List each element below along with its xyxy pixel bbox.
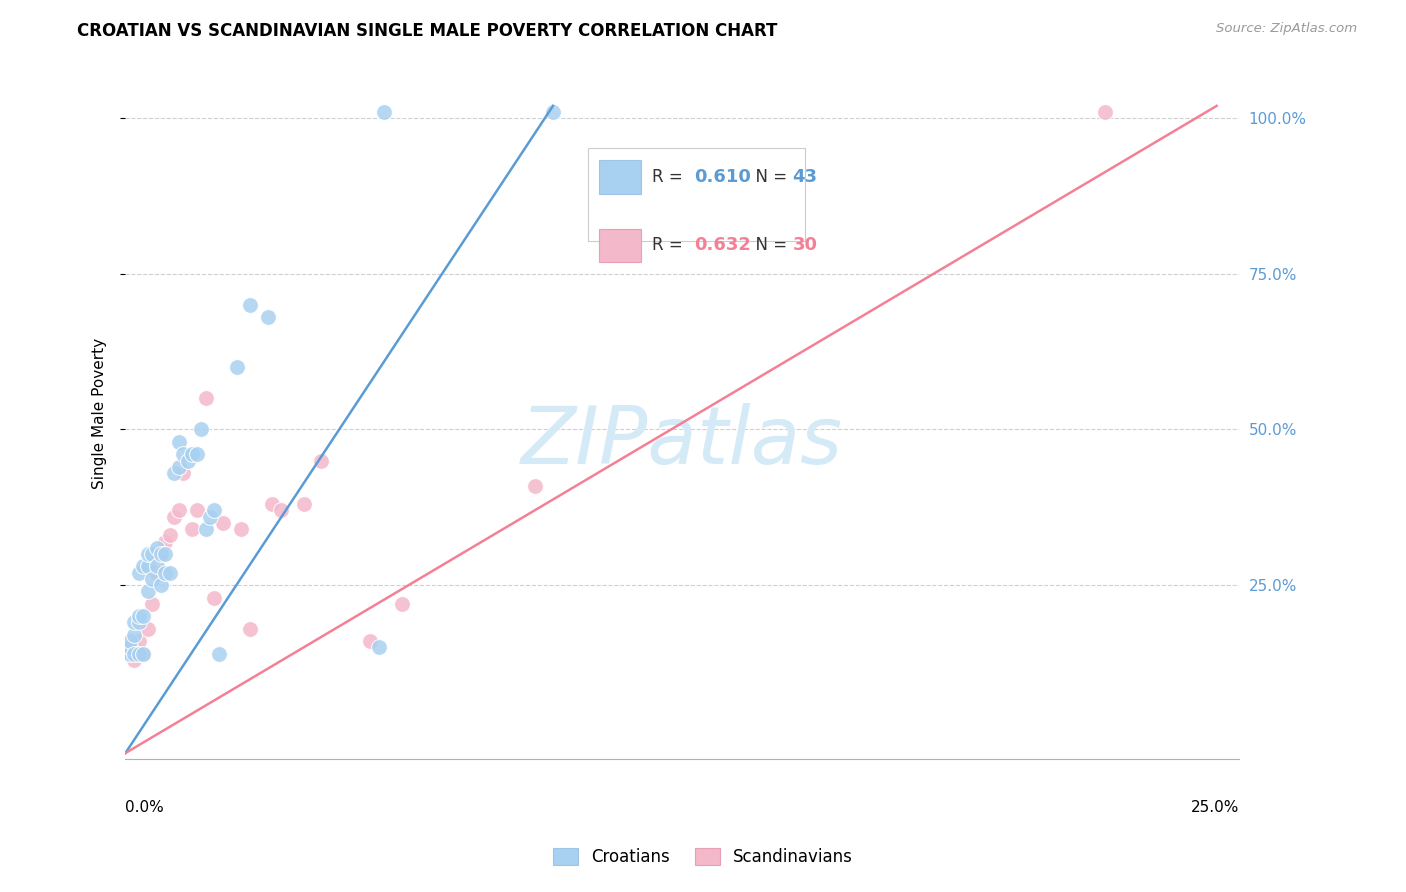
Point: [181, 522, 204, 536]
Text: 25.0%: 25.0%: [1191, 800, 1239, 814]
Point: [141, 572, 163, 586]
Point: [167, 434, 190, 449]
Point: [132, 647, 155, 661]
Point: [118, 640, 141, 655]
Point: [311, 453, 333, 467]
Point: [136, 622, 159, 636]
Point: [541, 105, 564, 120]
Point: [190, 422, 212, 436]
Text: R =: R =: [652, 168, 688, 186]
Point: [145, 541, 167, 555]
Point: [128, 609, 150, 624]
Point: [225, 360, 247, 375]
Point: [194, 392, 217, 406]
Text: 0.632: 0.632: [695, 236, 751, 254]
Point: [150, 547, 173, 561]
Point: [391, 597, 413, 611]
Point: [124, 628, 146, 642]
Point: [270, 503, 292, 517]
Text: 0.0%: 0.0%: [125, 800, 165, 814]
Point: [359, 634, 381, 648]
Text: 0.610: 0.610: [695, 168, 751, 186]
FancyBboxPatch shape: [599, 161, 641, 194]
Point: [262, 497, 284, 511]
Point: [118, 640, 141, 655]
Point: [368, 640, 391, 655]
Point: [194, 522, 217, 536]
Point: [155, 566, 177, 580]
Y-axis label: Single Male Poverty: Single Male Poverty: [93, 338, 107, 490]
Point: [167, 503, 190, 517]
Point: [150, 547, 173, 561]
Point: [136, 547, 159, 561]
Point: [118, 647, 141, 661]
Point: [145, 566, 167, 580]
Point: [198, 509, 221, 524]
Point: [145, 559, 167, 574]
Point: [159, 566, 181, 580]
Point: [118, 647, 141, 661]
Point: [204, 503, 226, 517]
Point: [141, 597, 163, 611]
Point: [141, 547, 163, 561]
Text: R =: R =: [652, 236, 688, 254]
Point: [172, 447, 194, 461]
Point: [132, 647, 155, 661]
Point: [118, 634, 141, 648]
Point: [212, 516, 235, 530]
Point: [177, 453, 200, 467]
Text: 43: 43: [793, 168, 817, 186]
Point: [373, 105, 395, 120]
Point: [132, 559, 155, 574]
Point: [186, 447, 208, 461]
Point: [128, 615, 150, 630]
Point: [136, 584, 159, 599]
Text: ZIPatlas: ZIPatlas: [522, 402, 844, 481]
Point: [186, 503, 208, 517]
Text: Source: ZipAtlas.com: Source: ZipAtlas.com: [1216, 22, 1357, 36]
Point: [524, 478, 547, 492]
FancyBboxPatch shape: [588, 148, 804, 241]
Point: [124, 653, 146, 667]
Point: [150, 578, 173, 592]
Point: [1094, 105, 1116, 120]
Point: [124, 647, 146, 661]
Text: N =: N =: [745, 236, 792, 254]
Point: [128, 566, 150, 580]
Point: [181, 447, 204, 461]
Point: [136, 559, 159, 574]
Point: [172, 466, 194, 480]
Point: [155, 534, 177, 549]
Point: [163, 466, 186, 480]
Point: [231, 522, 253, 536]
Point: [124, 615, 146, 630]
Point: [128, 647, 150, 661]
Text: CROATIAN VS SCANDINAVIAN SINGLE MALE POVERTY CORRELATION CHART: CROATIAN VS SCANDINAVIAN SINGLE MALE POV…: [77, 22, 778, 40]
Point: [124, 640, 146, 655]
Point: [159, 528, 181, 542]
Point: [204, 591, 226, 605]
Point: [155, 547, 177, 561]
Point: [128, 634, 150, 648]
Point: [163, 509, 186, 524]
Legend: Croatians, Scandinavians: Croatians, Scandinavians: [544, 840, 862, 875]
Point: [208, 647, 231, 661]
Text: 30: 30: [793, 236, 817, 254]
Point: [239, 622, 262, 636]
Point: [239, 298, 262, 312]
Point: [132, 609, 155, 624]
Text: N =: N =: [745, 168, 792, 186]
Point: [292, 497, 315, 511]
FancyBboxPatch shape: [599, 228, 641, 262]
Point: [257, 310, 280, 325]
Point: [167, 459, 190, 474]
